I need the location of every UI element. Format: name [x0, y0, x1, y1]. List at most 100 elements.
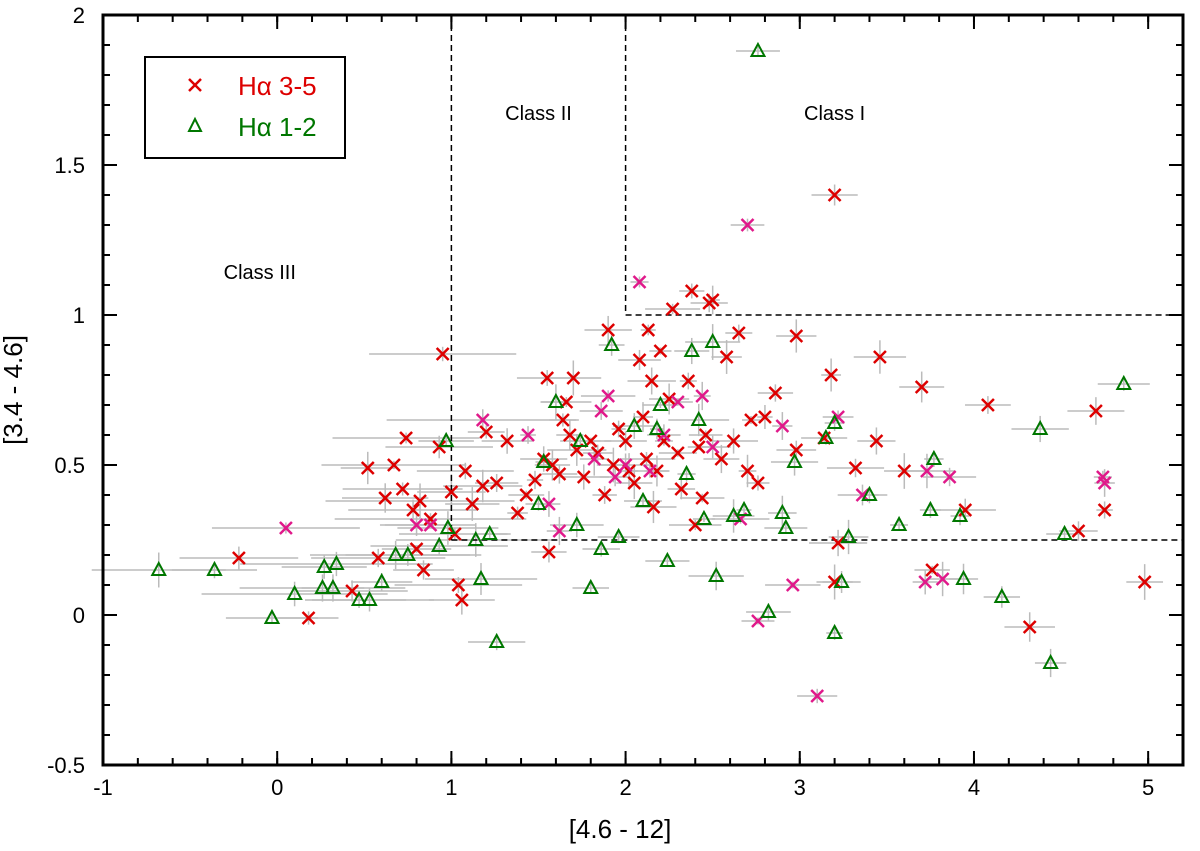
data-point-triangle	[316, 557, 333, 573]
data-point-triangle	[387, 545, 404, 561]
data-point-triangle	[286, 584, 303, 600]
data-point-x	[918, 575, 933, 589]
data-point-x	[279, 521, 293, 535]
data-point-triangle	[373, 572, 390, 588]
data-point-x	[744, 413, 758, 427]
data-point-triangle	[324, 578, 342, 594]
data-point-x	[644, 374, 659, 388]
data-point-x	[1022, 620, 1037, 634]
x-tick-label: 3	[794, 775, 806, 800]
data-point-triangle	[530, 494, 547, 510]
data-point-triangle	[547, 392, 565, 408]
data-point-x	[444, 485, 459, 499]
data-point-x	[848, 461, 863, 475]
x-tick-label: 4	[968, 775, 980, 800]
data-point-x	[643, 464, 657, 478]
data-point-x	[458, 464, 473, 478]
data-point-x	[552, 467, 567, 481]
data-point-x	[869, 434, 884, 448]
region-label: Class III	[224, 262, 296, 284]
data-point-triangle	[593, 539, 610, 555]
data-point-x	[423, 512, 438, 526]
data-point-triangle	[707, 566, 725, 582]
data-point-triangle	[774, 503, 791, 519]
data-point-triangle	[610, 527, 627, 543]
data-point-x	[873, 350, 887, 364]
data-point-x	[662, 392, 677, 406]
data-point-triangle	[582, 578, 599, 594]
data-point-triangle	[817, 428, 835, 444]
data-point-x	[371, 551, 386, 565]
data-point-x	[409, 542, 424, 556]
data-point-triangle	[314, 578, 331, 594]
data-point-triangle	[603, 335, 620, 351]
data-point-triangle	[690, 410, 707, 426]
legend-label-ha12: Hα 1-2	[238, 112, 317, 142]
data-point-triangle	[925, 449, 943, 465]
y-tick-label: 2	[73, 3, 85, 28]
data-point-x	[831, 410, 845, 424]
data-point-x	[301, 611, 316, 625]
region-label: Class II	[505, 103, 572, 125]
legend-box	[144, 56, 346, 159]
data-point-triangle	[350, 590, 368, 606]
data-point-x	[684, 284, 699, 298]
data-point-x	[691, 440, 706, 454]
data-point-triangle	[361, 590, 378, 606]
y-tick-label: 1	[73, 303, 85, 328]
data-point-x	[653, 344, 668, 358]
y-tick-label: -0.5	[47, 753, 85, 778]
region-labels: Class I Class II Class III	[224, 103, 866, 284]
data-point-x	[670, 395, 685, 409]
data-point-x	[435, 347, 450, 361]
data-point-x	[542, 545, 556, 559]
data-point-x	[695, 389, 710, 403]
data-point-x	[1097, 503, 1112, 517]
data-point-x	[914, 380, 929, 394]
data-point-triangle	[437, 431, 455, 447]
data-point-x	[528, 473, 542, 487]
data-point-x	[345, 584, 359, 598]
data-point-x	[601, 323, 616, 337]
data-point-triangle	[472, 569, 490, 585]
data-point-x	[451, 578, 466, 592]
data-point-x	[545, 458, 560, 472]
data-point-x	[406, 503, 420, 517]
data-point-triangle	[826, 413, 843, 429]
data-point-x	[714, 452, 729, 466]
data-point-x	[695, 491, 710, 505]
y-tick-label: 1.5	[54, 153, 85, 178]
data-point-triangle	[659, 551, 676, 567]
data-point-x	[601, 389, 616, 403]
data-point-triangle	[1115, 374, 1132, 390]
data-point-triangle	[634, 491, 652, 507]
x-tick-label: 1	[445, 775, 457, 800]
data-point-triangle	[704, 332, 721, 348]
data-point-x	[606, 458, 621, 472]
data-point-x	[475, 413, 490, 427]
data-point-x	[810, 689, 825, 703]
data-point-x	[555, 413, 570, 427]
data-point-x	[731, 326, 746, 340]
data-point-x	[519, 488, 534, 502]
data-point-x	[897, 464, 912, 478]
data-point-x	[632, 353, 647, 367]
data-point-triangle	[993, 587, 1011, 603]
data-point-triangle	[951, 506, 969, 522]
data-point-x	[646, 500, 661, 514]
data-point-x	[632, 275, 647, 289]
data-point-triangle	[652, 395, 669, 411]
data-point-x	[618, 458, 633, 472]
data-point-x	[500, 434, 515, 448]
data-point-x	[510, 506, 525, 520]
data-point-x	[758, 410, 772, 424]
x-tick-label: -1	[93, 775, 113, 800]
data-point-x	[627, 476, 642, 490]
data-point-triangle	[467, 530, 484, 546]
data-point-x	[831, 536, 845, 550]
data-point-x	[1137, 575, 1152, 589]
data-point-x	[594, 404, 609, 418]
data-point-x	[1089, 404, 1103, 418]
data-point-x	[726, 434, 741, 448]
